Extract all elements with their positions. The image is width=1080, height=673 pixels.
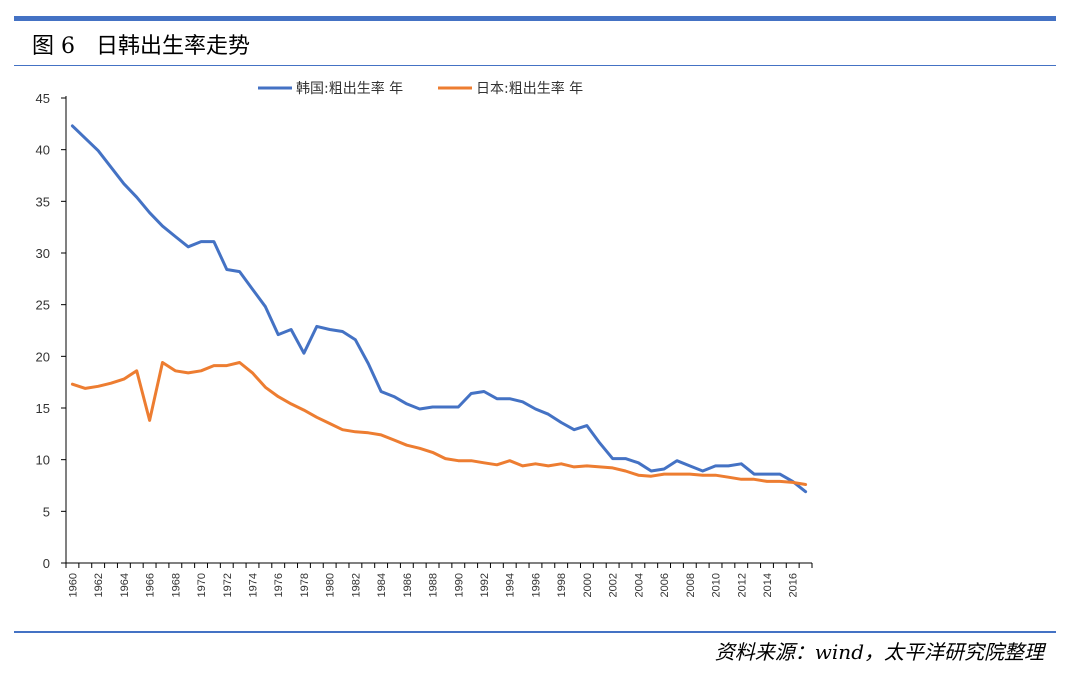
chart-axes: 0 5 10 15 20 25 30 35 40 45 1960 1962 1964 1966 1968 19…	[36, 91, 813, 597]
x-tick-label: 2006	[659, 573, 671, 597]
y-tick-label: 15	[36, 401, 50, 416]
series-layer	[70, 124, 808, 494]
x-tick-label: 1968	[170, 573, 182, 597]
y-tick-label: 10	[36, 453, 50, 468]
x-tick-label: 2014	[762, 573, 774, 597]
x-tick-label: 2000	[582, 573, 594, 597]
y-tick-label: 35	[36, 194, 50, 209]
y-tick-label: 20	[36, 349, 50, 364]
x-tick-label: 1992	[479, 573, 491, 597]
x-tick-label: 1960	[67, 573, 79, 597]
x-tick-label: 1984	[376, 573, 388, 597]
y-tick-label: 0	[43, 556, 50, 571]
top-rule	[14, 16, 1056, 21]
x-tick-label: 1978	[299, 573, 311, 597]
x-tick-label: 1962	[93, 573, 105, 597]
japan-series-line	[70, 361, 808, 486]
x-tick-label: 1966	[145, 573, 157, 597]
x-tick-label: 1974	[248, 573, 260, 597]
x-tick-label: 2016	[788, 573, 800, 597]
y-tick-label: 40	[36, 143, 50, 158]
y-tick-label: 5	[43, 504, 50, 519]
x-tick-label: 1970	[196, 573, 208, 597]
y-tick-label: 45	[36, 91, 50, 106]
legend-label-korea: 韩国:粗出生率 年	[296, 80, 403, 97]
x-tick-label: 2008	[685, 573, 697, 597]
x-tick-label: 1986	[402, 573, 414, 597]
x-tick-label: 2010	[711, 573, 723, 597]
figure-title: 图 6 日韩出生率走势	[32, 34, 250, 59]
korea-series-line	[70, 124, 808, 494]
x-tick-label: 1976	[273, 573, 285, 597]
x-tick-label: 2004	[633, 573, 645, 597]
x-tick-label: 1990	[453, 573, 465, 597]
x-tick-label: 1980	[325, 573, 337, 597]
source-note: 资料来源：wind，太平洋研究院整理	[714, 640, 1044, 664]
legend-label-japan: 日本:粗出生率 年	[476, 80, 583, 97]
y-tick-label: 30	[36, 246, 50, 261]
x-tick-label: 1996	[530, 573, 542, 597]
x-tick-label: 2012	[736, 573, 748, 597]
x-tick-label: 1982	[350, 573, 362, 597]
x-tick-label: 1972	[222, 573, 234, 597]
x-tick-label: 2002	[608, 573, 620, 597]
bottom-rule	[14, 631, 1056, 633]
x-tick-label: 1998	[556, 573, 568, 597]
title-rule	[14, 65, 1056, 66]
x-tick-label: 1994	[505, 573, 517, 597]
x-tick-label: 1988	[428, 573, 440, 597]
chart-legend: 韩国:粗出生率 年 日本:粗出生率 年	[258, 80, 583, 97]
y-tick-label: 25	[36, 298, 50, 313]
x-tick-label: 1964	[119, 573, 131, 597]
